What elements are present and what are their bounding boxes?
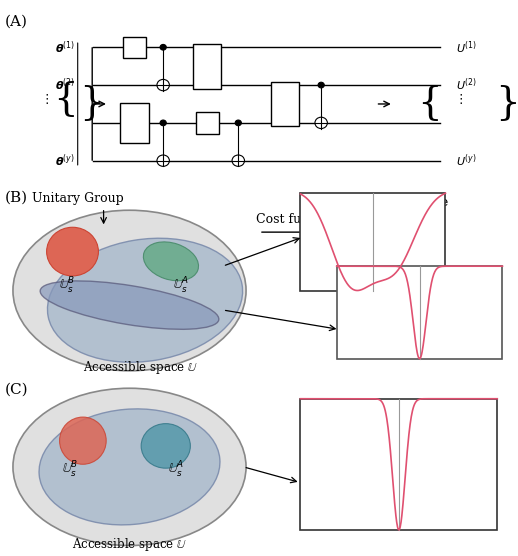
Bar [300, 399, 497, 530]
Text: Cost function: Cost function [255, 214, 340, 226]
Ellipse shape [13, 388, 246, 545]
Ellipse shape [143, 242, 198, 281]
Circle shape [157, 155, 169, 166]
Bar [123, 37, 147, 58]
Text: (C): (C) [5, 383, 29, 397]
Ellipse shape [39, 409, 220, 525]
Ellipse shape [48, 238, 242, 363]
Text: Accessible space $\mathbb{U}$: Accessible space $\mathbb{U}$ [82, 359, 197, 376]
Text: (A): (A) [5, 14, 28, 28]
Text: $\mathbb{U}_s^A$: $\mathbb{U}_s^A$ [174, 276, 189, 296]
Text: $\mathbb{U}_s^A$: $\mathbb{U}_s^A$ [168, 459, 184, 480]
Text: Unitary Group: Unitary Group [32, 192, 124, 205]
Text: $U^{(1)}$: $U^{(1)}$ [456, 39, 477, 56]
Ellipse shape [47, 227, 98, 276]
Ellipse shape [40, 281, 219, 329]
Circle shape [157, 80, 169, 91]
Text: $\boldsymbol{\theta}^{(1)}$: $\boldsymbol{\theta}^{(1)}$ [55, 39, 75, 56]
Circle shape [315, 117, 327, 128]
Text: }: } [495, 86, 518, 122]
Ellipse shape [13, 210, 246, 371]
Text: $\mathbb{U}_s^B$: $\mathbb{U}_s^B$ [60, 276, 75, 296]
Circle shape [160, 120, 166, 126]
Bar [121, 103, 149, 143]
Ellipse shape [60, 417, 106, 464]
Text: $U^{(y)}$: $U^{(y)}$ [456, 152, 477, 169]
Text: $\boldsymbol{\theta}^{(y)}$: $\boldsymbol{\theta}^{(y)}$ [55, 152, 75, 169]
Text: $U^{(2)}$: $U^{(2)}$ [456, 77, 477, 93]
Text: $\boldsymbol{\theta}^{(2)}$: $\boldsymbol{\theta}^{(2)}$ [55, 77, 75, 93]
Text: Landscape: Landscape [380, 196, 449, 210]
Text: Accessible space $\mathbb{U}$: Accessible space $\mathbb{U}$ [72, 537, 187, 553]
Bar [196, 112, 219, 133]
Bar [300, 193, 445, 290]
Circle shape [160, 44, 166, 50]
Text: {: { [417, 86, 442, 122]
Circle shape [318, 82, 324, 88]
Circle shape [235, 120, 241, 126]
Bar [337, 266, 502, 359]
Text: $\vdots$: $\vdots$ [39, 92, 49, 106]
Text: $\mathbb{U}_s^B$: $\mathbb{U}_s^B$ [62, 459, 78, 480]
Bar [271, 82, 299, 126]
Text: {: { [53, 81, 78, 118]
Bar [193, 44, 222, 88]
Ellipse shape [141, 424, 191, 468]
Text: (B): (B) [5, 191, 28, 205]
Circle shape [232, 155, 244, 166]
Text: $\vdots$: $\vdots$ [454, 92, 463, 106]
Text: }: } [79, 86, 104, 122]
